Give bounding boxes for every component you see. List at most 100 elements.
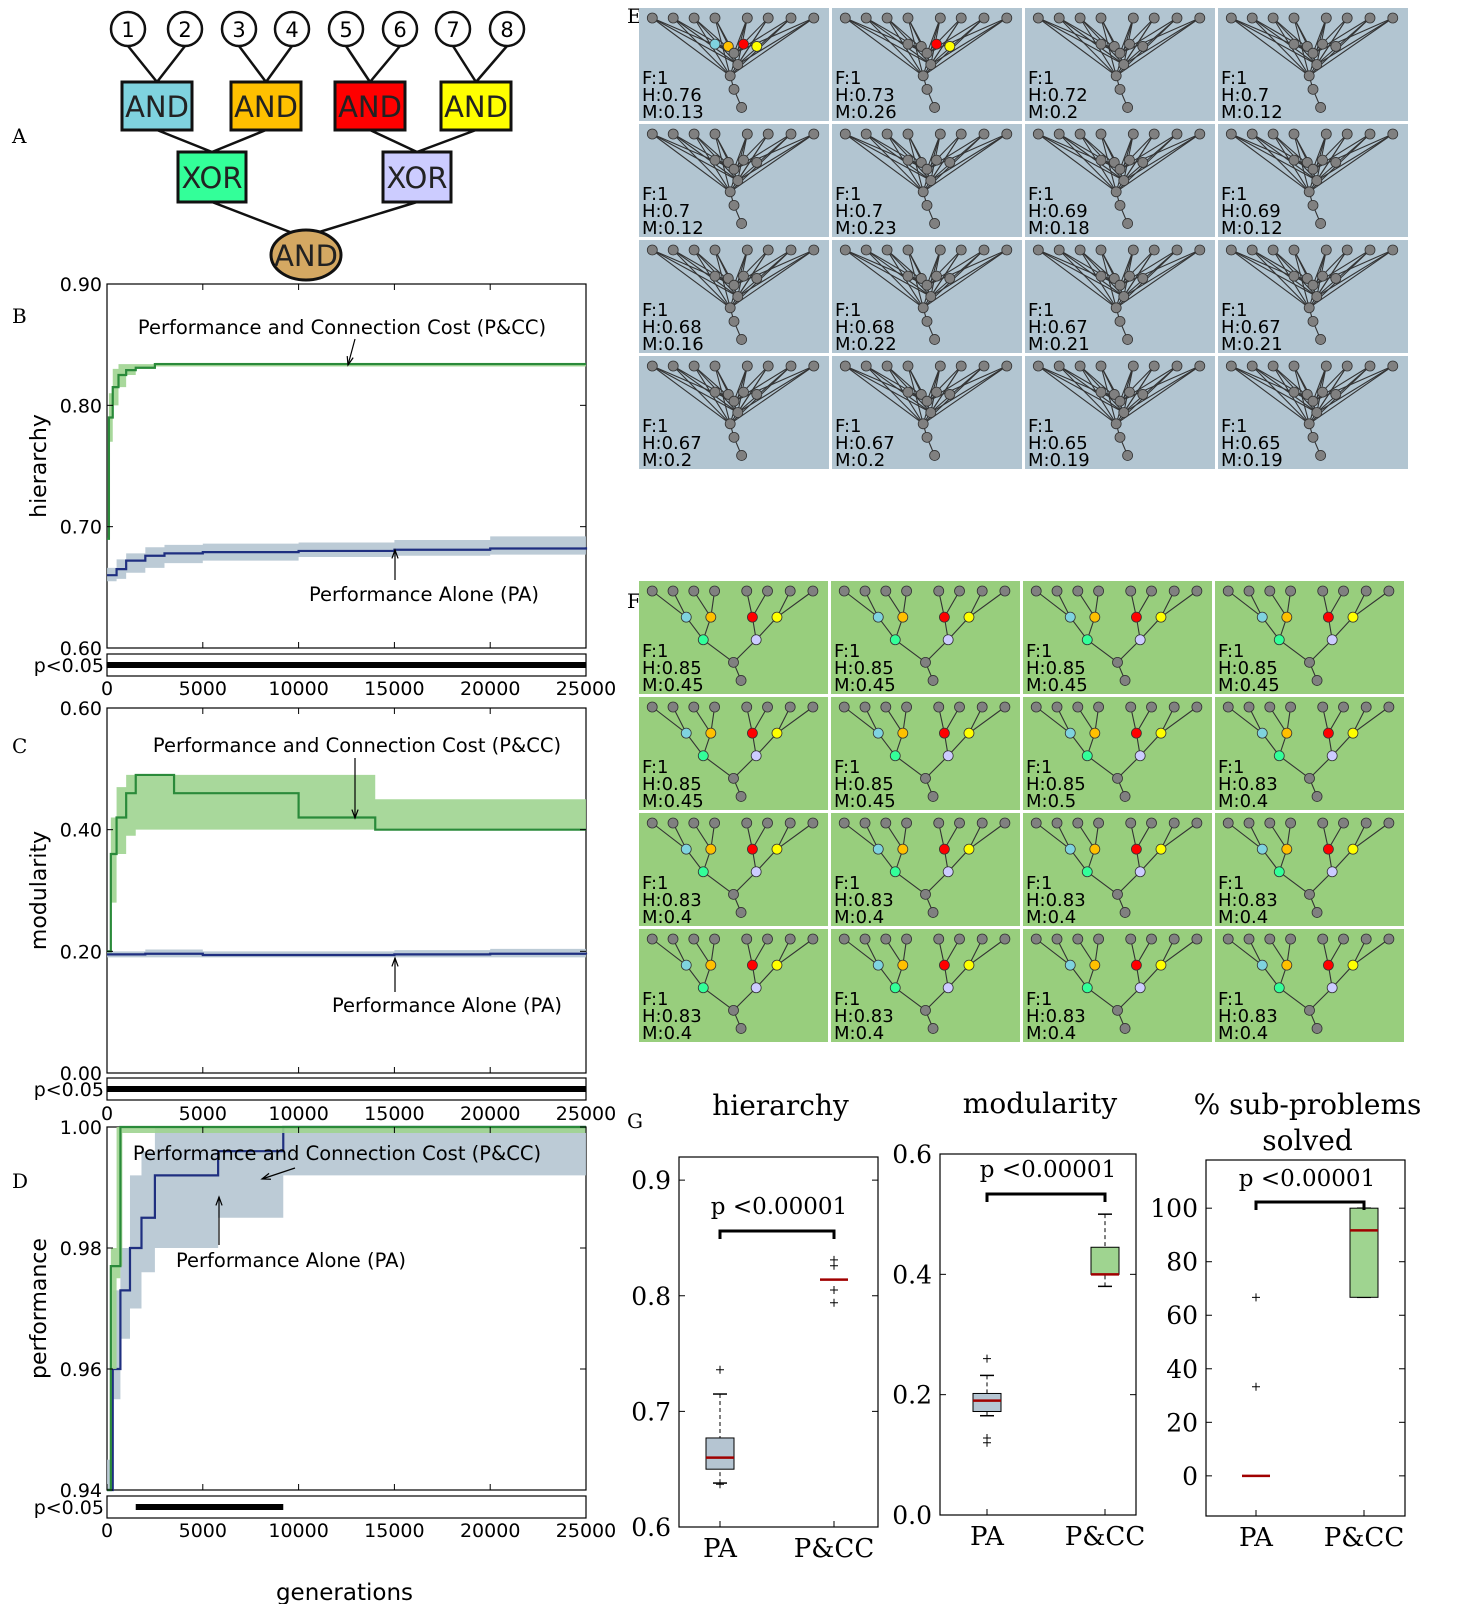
network-nodes xyxy=(646,817,819,918)
and-node xyxy=(1323,727,1334,739)
edge xyxy=(1038,249,1125,297)
hidden-node xyxy=(902,154,914,166)
input-node xyxy=(1191,701,1203,713)
and-node xyxy=(897,959,909,971)
x-tick-label: 15000 xyxy=(364,678,424,700)
annotation-arrowhead xyxy=(260,1172,272,1180)
input-node xyxy=(1194,128,1206,140)
edge xyxy=(1308,249,1394,309)
network-cell: F:1H:0.73M:0.26 xyxy=(832,8,1022,123)
y-tick-label: 60 xyxy=(1166,1301,1198,1330)
network-nodes xyxy=(838,701,1011,802)
edge xyxy=(907,17,924,76)
network-nodes xyxy=(646,701,819,802)
modularity-label: M:0.26 xyxy=(835,102,897,123)
fitness-label: F:1 xyxy=(642,757,668,778)
output-node xyxy=(927,791,939,802)
input-node xyxy=(646,360,658,372)
edge xyxy=(651,706,687,734)
y-tick-label: 0.98 xyxy=(60,1238,102,1260)
xor-node xyxy=(889,982,901,994)
hidden-node xyxy=(1095,386,1107,398)
hidden-node xyxy=(732,175,744,186)
hidden-node xyxy=(920,888,931,900)
input-node xyxy=(860,360,872,372)
hidden-node xyxy=(1303,302,1315,314)
input-node xyxy=(667,817,679,829)
panel-letter-d: D xyxy=(12,1169,28,1193)
hierarchy-label: H:0.67 xyxy=(642,433,702,454)
input-node xyxy=(1383,701,1395,713)
input-node xyxy=(859,701,871,713)
xor-node xyxy=(697,750,709,762)
input-node xyxy=(688,12,700,24)
xor-node xyxy=(1326,634,1338,646)
and-node xyxy=(1256,843,1268,855)
input-node xyxy=(709,701,720,713)
xor-node xyxy=(1326,866,1338,878)
input-node xyxy=(1032,360,1044,372)
edge xyxy=(702,871,734,895)
input-node xyxy=(1222,933,1234,945)
hidden-node xyxy=(728,83,740,95)
y-tick-label: 0.6 xyxy=(631,1513,671,1542)
x-tick-label: 0 xyxy=(101,1103,113,1125)
input-node xyxy=(1246,128,1258,140)
and-node xyxy=(897,611,909,623)
input-node xyxy=(1074,12,1086,24)
input-node xyxy=(1364,12,1376,24)
input-node xyxy=(1387,244,1399,256)
network-cell: F:1H:0.85M:0.45 xyxy=(639,697,828,812)
input-node xyxy=(1001,12,1013,24)
hidden-node xyxy=(728,163,740,175)
edge xyxy=(729,249,815,309)
hidden-node xyxy=(920,772,931,784)
hierarchy-label: H:0.85 xyxy=(1218,658,1278,679)
modularity-label: M:0.19 xyxy=(1028,450,1090,471)
hidden-node xyxy=(1307,47,1319,59)
and-node xyxy=(939,959,950,971)
input-node xyxy=(978,128,990,140)
hidden-node xyxy=(728,772,739,784)
network-cell: F:1H:0.67M:0.2 xyxy=(832,356,1022,471)
network-nodes xyxy=(1032,12,1206,113)
network-cell: F:1H:0.76M:0.13 xyxy=(639,8,829,123)
output-node xyxy=(1311,907,1323,918)
modularity-label: M:0.4 xyxy=(834,907,884,928)
and-node xyxy=(705,959,717,971)
and-node xyxy=(771,959,783,971)
edge xyxy=(922,133,1008,193)
hidden-node xyxy=(1307,315,1319,327)
edge xyxy=(1251,17,1318,65)
edge xyxy=(1278,871,1310,895)
network-cell: F:1H:0.67M:0.2 xyxy=(639,356,829,471)
input-label: 1 xyxy=(121,18,134,42)
network-cell: F:1H:0.67M:0.21 xyxy=(1025,240,1215,355)
hidden-node xyxy=(1118,291,1130,302)
input-node xyxy=(1338,585,1349,597)
input-node xyxy=(741,585,753,597)
annotation-arrowhead xyxy=(351,809,359,820)
y-tick-label: 0.80 xyxy=(60,395,102,417)
y-tick-label: 0.96 xyxy=(60,1359,102,1381)
network-background xyxy=(831,581,1020,694)
input-node xyxy=(1072,701,1084,713)
modularity-label: M:0.12 xyxy=(642,218,704,239)
network-nodes xyxy=(646,12,820,113)
input-node xyxy=(954,701,965,713)
edge xyxy=(1100,249,1117,308)
input-node xyxy=(1168,817,1180,829)
input-node xyxy=(1288,360,1300,372)
output-node xyxy=(1311,1023,1323,1034)
edge xyxy=(968,938,1006,966)
input-node xyxy=(1243,817,1255,829)
output-node xyxy=(1122,218,1133,229)
line-chart-c: 0.00 0.20 0.40 0.60 0 5000 10000 15000 20000 2500… xyxy=(27,698,616,1125)
input-node xyxy=(1383,585,1395,597)
edge xyxy=(894,755,926,779)
and-node xyxy=(747,611,758,623)
input-node xyxy=(1072,585,1084,597)
input-node xyxy=(1243,585,1255,597)
input-node xyxy=(1360,701,1372,713)
xor-node xyxy=(1273,750,1285,762)
